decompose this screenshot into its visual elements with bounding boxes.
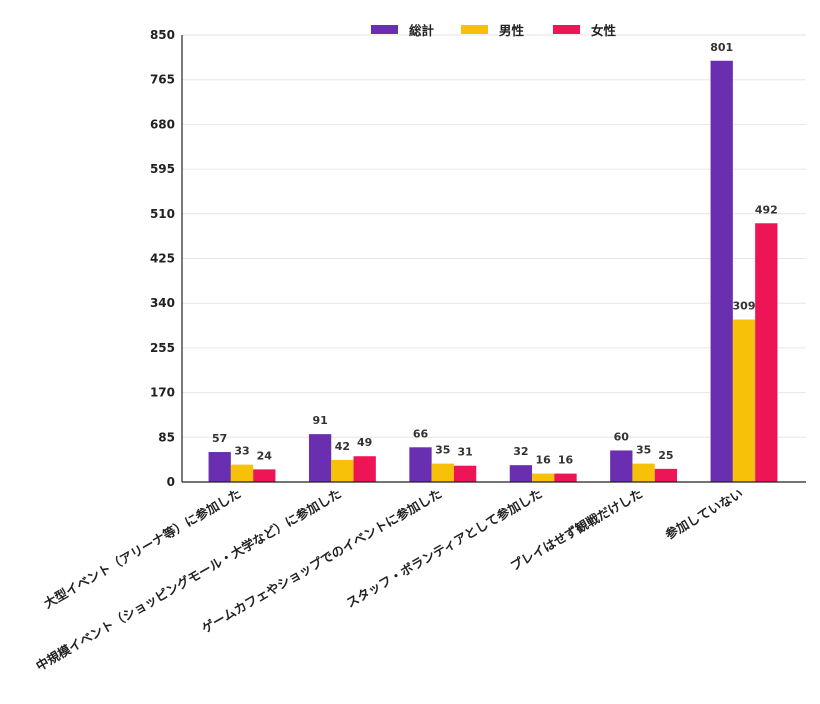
legend-swatch (371, 25, 398, 34)
y-tick-label: 255 (150, 341, 175, 355)
y-tick-label: 340 (150, 296, 175, 310)
data-label: 25 (658, 449, 673, 462)
bar (532, 473, 555, 482)
bar (654, 468, 678, 482)
x-axis: 大型イベント（アリーナ等）に参加した中規模イベント（ショッピングモール・大学など… (33, 481, 806, 674)
legend-swatch (461, 25, 488, 34)
bar (331, 459, 354, 482)
data-label: 57 (212, 432, 227, 445)
data-label: 801 (710, 41, 733, 54)
y-tick-label: 510 (150, 207, 175, 221)
y-tick-label: 595 (150, 162, 175, 176)
data-label: 24 (257, 449, 273, 462)
x-tick-label: 大型イベント（アリーナ等）に参加した (41, 486, 243, 611)
data-label: 35 (636, 444, 651, 457)
bar (230, 464, 254, 482)
x-tick-label: 参加していない (663, 486, 746, 543)
bar (253, 469, 276, 482)
data-label: 35 (435, 444, 450, 457)
data-label: 31 (457, 446, 472, 459)
legend-label: 総計 (409, 23, 435, 38)
legend: 総計 男性 女性 (371, 23, 617, 38)
bar (353, 456, 376, 482)
bar (710, 60, 733, 482)
bar (554, 473, 577, 482)
bar (509, 465, 533, 482)
data-labels: 57 33 24 91 42 49 66 35 31 32 16 16 60 35 25 801 309 492 (212, 41, 778, 467)
bar (732, 319, 756, 482)
y-tick-label: 85 (158, 430, 175, 444)
y-tick-label: 170 (150, 386, 175, 400)
x-tick-label: スタッフ・ボランティアとして参加した (344, 486, 545, 611)
y-axis: 0 85 170 255 340 425 510 595 680 765 850 (150, 28, 183, 489)
bar (755, 223, 778, 483)
data-label: 309 (733, 300, 756, 313)
data-label: 33 (234, 445, 249, 458)
bar (208, 452, 231, 482)
y-tick-label: 680 (150, 117, 175, 131)
data-label: 32 (513, 445, 528, 458)
y-tick-label: 850 (150, 28, 175, 42)
legend-label: 男性 (499, 23, 525, 38)
y-tick-label: 765 (150, 73, 175, 87)
y-tick-label: 425 (150, 252, 175, 266)
data-label: 42 (335, 440, 350, 453)
bar (610, 450, 633, 482)
bar (431, 463, 454, 482)
bar (308, 434, 332, 482)
data-label: 16 (558, 454, 574, 467)
bars (208, 60, 778, 483)
data-label: 16 (536, 454, 552, 467)
legend-label: 女性 (591, 23, 617, 38)
data-label: 492 (755, 203, 778, 216)
data-label: 60 (614, 430, 630, 443)
bar (632, 463, 655, 482)
bar (409, 447, 432, 482)
y-tick-label: 0 (167, 475, 175, 489)
data-label: 49 (357, 436, 372, 449)
data-label: 66 (413, 427, 429, 440)
bar (453, 465, 477, 482)
legend-swatch (553, 25, 580, 34)
data-label: 91 (312, 414, 327, 427)
gridlines (182, 34, 806, 438)
